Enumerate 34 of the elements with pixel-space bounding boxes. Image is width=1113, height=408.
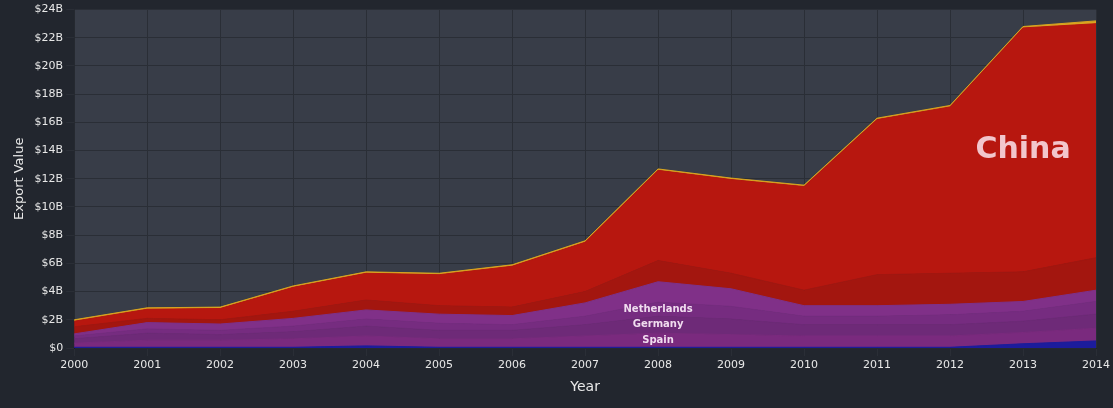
y-tick-label: $14B [34,143,64,157]
x-axis-title: Year [569,378,601,395]
y-axis-title: Export Value [11,137,27,220]
series-label: Spain [642,333,674,345]
x-tick-label: 2004 [352,358,381,372]
x-tick-label: 2006 [498,358,527,372]
x-tick-label: 2003 [279,358,308,372]
y-tick-label: $20B [34,58,64,72]
x-tick-label: 2012 [936,358,965,372]
y-tick-label: $24B [34,2,64,16]
x-tick-label: 2013 [1009,358,1038,372]
x-tick-label: 2011 [863,358,892,372]
x-tick-label: 2014 [1082,358,1110,372]
y-tick-label: $22B [34,30,64,44]
series-label: Netherlands [623,302,693,314]
x-tick-label: 2008 [644,358,673,372]
y-tick-label: $16B [34,115,64,129]
x-tick-label: 2007 [571,358,600,372]
x-tick-label: 2001 [133,358,162,372]
series-label: Germany [632,318,684,330]
x-tick-label: 2009 [717,358,746,372]
series-label: China [975,129,1071,165]
y-tick-label: $8B [41,228,64,242]
y-tick-label: $0 [49,340,64,354]
y-tick-label: $6B [41,256,64,270]
y-tick-label: $18B [34,87,64,101]
x-tick-label: 2005 [425,358,454,372]
x-tick-label: 2002 [206,358,235,372]
y-tick-label: $10B [34,199,64,213]
y-tick-label: $12B [34,171,64,185]
x-tick-label: 2000 [60,358,89,372]
y-tick-label: $4B [41,284,64,298]
x-tick-label: 2010 [790,358,819,372]
y-tick-label: $2B [41,312,64,326]
